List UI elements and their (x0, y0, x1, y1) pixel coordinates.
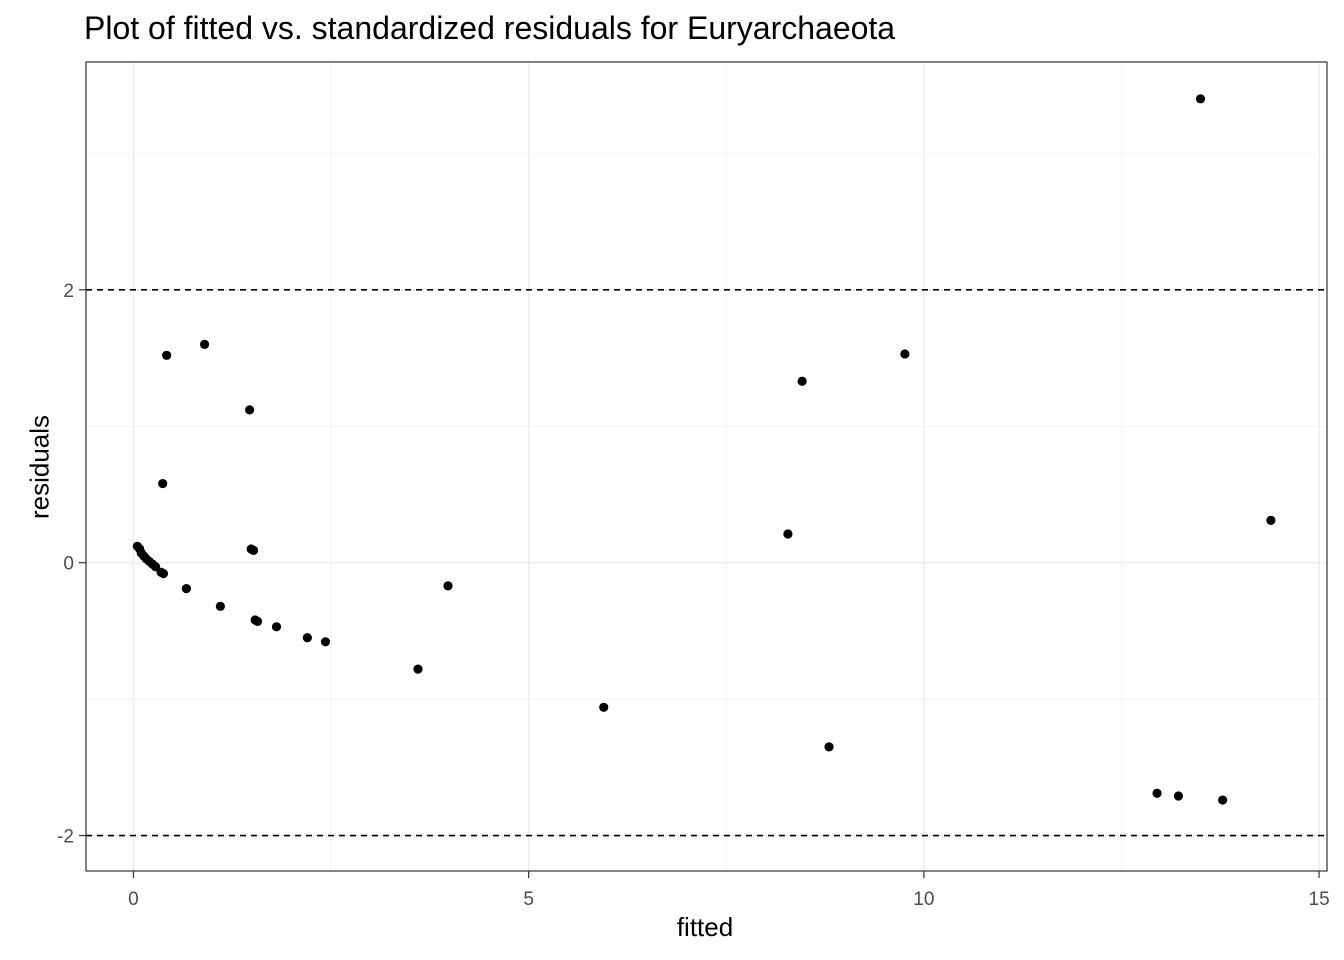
y-axis-label: residuals (24, 414, 55, 520)
grid-minor (86, 62, 1327, 871)
plot-background (86, 62, 1327, 871)
data-point (783, 529, 793, 539)
data-point (1266, 515, 1276, 525)
data-point (248, 545, 259, 556)
data-points (132, 94, 1276, 805)
data-point (599, 702, 609, 712)
x-tick-label: 5 (523, 889, 534, 910)
chart-title: Plot of fitted vs. standardized residual… (84, 10, 896, 46)
reference-lines (86, 289, 1327, 837)
data-point (443, 581, 453, 591)
plot-border (85, 61, 1328, 872)
data-point (1195, 94, 1206, 104)
data-point (413, 664, 423, 674)
data-point (900, 349, 910, 359)
data-point (215, 601, 225, 611)
data-point (320, 637, 331, 647)
data-point (252, 616, 263, 626)
data-point (271, 622, 282, 632)
x-tick-label: 0 (128, 889, 139, 910)
data-point (824, 742, 834, 752)
x-axis-label: fitted (676, 912, 734, 942)
y-axis-ticks: -2 0 2 (57, 281, 86, 848)
x-axis-ticks: 0 5 10 15 (128, 871, 1330, 910)
x-tick-label: 15 (1309, 889, 1330, 910)
data-point (158, 478, 168, 489)
y-tick-label: 0 (63, 554, 74, 575)
data-point (158, 568, 169, 579)
data-point (1173, 791, 1183, 801)
data-point (797, 376, 807, 386)
data-point (181, 584, 191, 594)
data-point (1218, 795, 1228, 805)
data-point (1152, 788, 1162, 798)
x-tick-label: 10 (913, 889, 934, 910)
y-tick-label: -2 (57, 827, 74, 848)
data-point (302, 633, 312, 643)
y-tick-label: 2 (63, 281, 74, 302)
data-point (199, 339, 210, 349)
data-point (162, 350, 172, 360)
data-point (245, 405, 255, 415)
